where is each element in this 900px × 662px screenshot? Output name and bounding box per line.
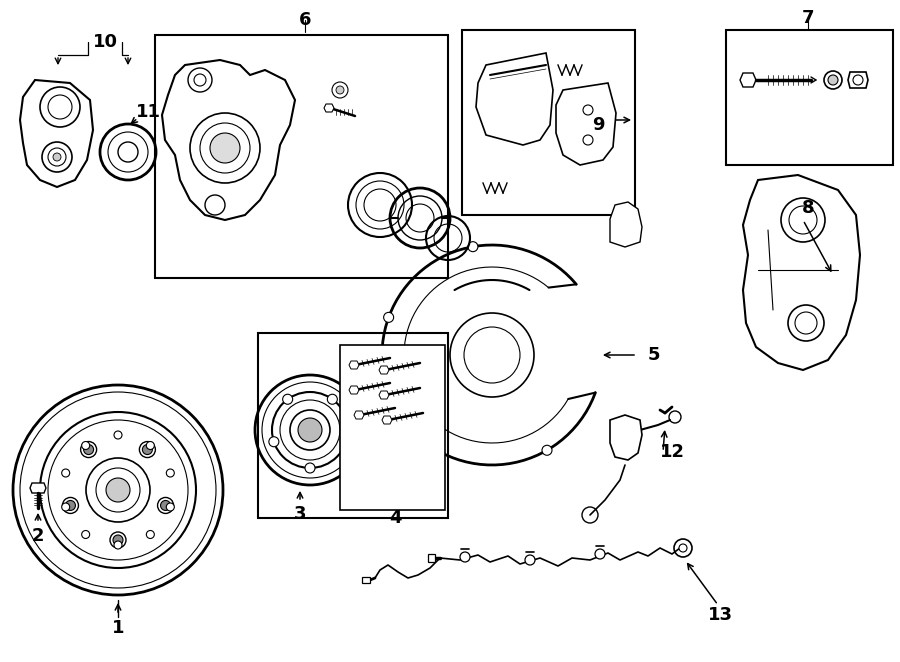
Text: 5: 5 xyxy=(648,346,661,364)
Text: 11: 11 xyxy=(136,103,160,121)
Polygon shape xyxy=(379,391,389,399)
Circle shape xyxy=(166,503,175,511)
Circle shape xyxy=(432,446,442,455)
Polygon shape xyxy=(610,202,642,247)
Polygon shape xyxy=(610,415,642,460)
Circle shape xyxy=(828,75,838,85)
Circle shape xyxy=(383,312,393,322)
Circle shape xyxy=(595,549,605,559)
Circle shape xyxy=(853,75,863,85)
Text: 13: 13 xyxy=(707,606,733,624)
Polygon shape xyxy=(476,53,553,145)
Bar xyxy=(462,30,635,215)
Circle shape xyxy=(460,552,470,562)
Text: 4: 4 xyxy=(389,509,401,527)
Circle shape xyxy=(142,445,152,455)
Circle shape xyxy=(328,395,338,404)
Text: 12: 12 xyxy=(660,443,685,461)
Text: 9: 9 xyxy=(592,116,604,134)
Circle shape xyxy=(84,445,94,455)
Polygon shape xyxy=(324,104,334,112)
Circle shape xyxy=(583,105,593,115)
Circle shape xyxy=(147,442,154,449)
Circle shape xyxy=(679,544,687,552)
Circle shape xyxy=(53,153,61,161)
Polygon shape xyxy=(848,72,868,88)
Circle shape xyxy=(210,133,240,163)
Circle shape xyxy=(341,437,351,447)
Circle shape xyxy=(66,500,76,510)
Circle shape xyxy=(166,469,175,477)
Polygon shape xyxy=(382,416,392,424)
Circle shape xyxy=(468,242,478,252)
Polygon shape xyxy=(354,411,364,419)
Circle shape xyxy=(160,500,171,510)
Circle shape xyxy=(269,437,279,447)
Text: 8: 8 xyxy=(802,199,814,217)
Circle shape xyxy=(62,503,69,511)
Circle shape xyxy=(525,555,535,565)
Polygon shape xyxy=(349,386,359,394)
Polygon shape xyxy=(162,60,295,220)
Bar xyxy=(155,35,448,278)
Bar xyxy=(258,333,448,518)
Circle shape xyxy=(62,469,69,477)
Text: 7: 7 xyxy=(802,9,814,27)
Circle shape xyxy=(140,442,156,457)
Circle shape xyxy=(283,395,293,404)
Circle shape xyxy=(82,442,90,449)
Text: 2: 2 xyxy=(32,527,44,545)
Bar xyxy=(340,345,445,510)
Circle shape xyxy=(147,530,154,538)
Circle shape xyxy=(542,446,552,455)
Text: 6: 6 xyxy=(299,11,311,29)
Polygon shape xyxy=(556,83,616,165)
Polygon shape xyxy=(428,554,435,562)
Text: 10: 10 xyxy=(93,33,118,51)
Polygon shape xyxy=(362,577,370,583)
Polygon shape xyxy=(20,80,93,187)
Circle shape xyxy=(298,418,322,442)
Polygon shape xyxy=(379,366,389,374)
Circle shape xyxy=(305,463,315,473)
Circle shape xyxy=(106,478,130,502)
Circle shape xyxy=(81,442,96,457)
Circle shape xyxy=(336,86,344,94)
Circle shape xyxy=(114,431,122,439)
Polygon shape xyxy=(349,361,359,369)
Circle shape xyxy=(110,532,126,548)
Circle shape xyxy=(113,535,123,545)
Circle shape xyxy=(82,530,90,538)
Circle shape xyxy=(583,135,593,145)
Polygon shape xyxy=(740,73,756,87)
Polygon shape xyxy=(743,175,860,370)
Polygon shape xyxy=(30,483,46,493)
Bar xyxy=(726,30,893,165)
Circle shape xyxy=(158,497,174,514)
Text: 1: 1 xyxy=(112,619,124,637)
Circle shape xyxy=(114,541,122,549)
Text: 3: 3 xyxy=(293,505,306,523)
Circle shape xyxy=(62,497,78,514)
